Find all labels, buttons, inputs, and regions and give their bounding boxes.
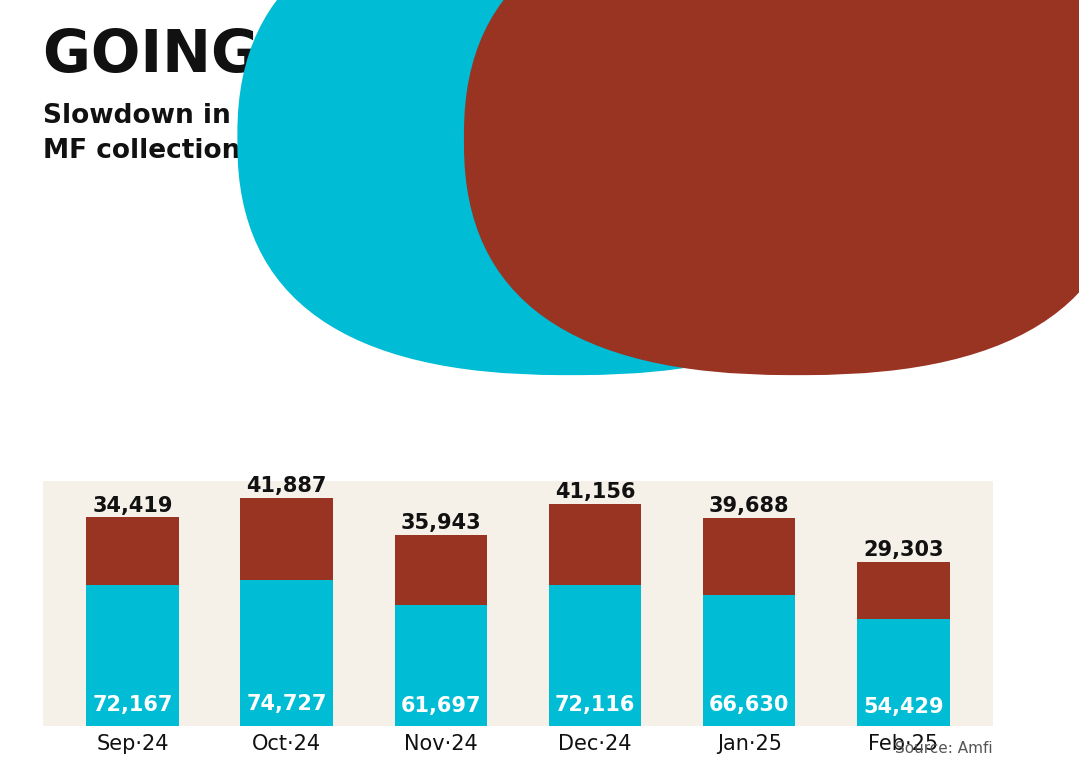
Text: 34,419: 34,419 bbox=[93, 496, 173, 516]
Text: 72,167: 72,167 bbox=[93, 694, 173, 714]
Text: 39,688: 39,688 bbox=[709, 496, 790, 516]
Text: GOING DOWNHILL: GOING DOWNHILL bbox=[43, 27, 636, 84]
Text: 41,156: 41,156 bbox=[555, 483, 636, 503]
Text: Net inflow  in ₹ cr: Net inflow in ₹ cr bbox=[820, 135, 1041, 159]
Bar bbox=[702, 518, 795, 595]
Text: 66,630: 66,630 bbox=[709, 695, 790, 715]
Text: MF collection: MF collection bbox=[43, 138, 241, 163]
Bar bbox=[86, 517, 179, 584]
Bar bbox=[857, 562, 950, 620]
Text: 54,429: 54,429 bbox=[863, 698, 944, 717]
Bar bbox=[857, 620, 950, 726]
Text: 74,727: 74,727 bbox=[246, 694, 327, 714]
Text: 61,697: 61,697 bbox=[400, 696, 481, 716]
Bar bbox=[241, 497, 333, 580]
Bar bbox=[549, 504, 641, 584]
Bar bbox=[549, 584, 641, 726]
Text: Source: Amfi: Source: Amfi bbox=[896, 741, 993, 756]
Bar bbox=[395, 535, 487, 605]
Text: 72,116: 72,116 bbox=[555, 694, 636, 714]
Bar bbox=[395, 605, 487, 726]
Bar bbox=[241, 580, 333, 726]
Bar bbox=[702, 595, 795, 726]
Text: 29,303: 29,303 bbox=[863, 540, 943, 560]
Text: Gross inflow: Gross inflow bbox=[593, 135, 747, 159]
Bar bbox=[86, 584, 179, 726]
Text: Slowdown in gross inflows weighs on net equity: Slowdown in gross inflows weighs on net … bbox=[43, 103, 760, 129]
Text: 41,887: 41,887 bbox=[246, 476, 327, 496]
Text: 35,943: 35,943 bbox=[400, 513, 481, 533]
